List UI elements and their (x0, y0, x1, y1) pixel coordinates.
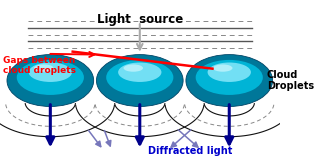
Ellipse shape (96, 55, 183, 107)
Ellipse shape (186, 55, 272, 107)
Text: Light  source: Light source (97, 13, 183, 26)
Ellipse shape (7, 55, 94, 107)
Ellipse shape (123, 64, 143, 72)
Text: Diffracted light: Diffracted light (148, 146, 232, 156)
Text: Cloud
Droplets: Cloud Droplets (267, 70, 314, 91)
Ellipse shape (213, 64, 232, 72)
Ellipse shape (118, 62, 162, 82)
Ellipse shape (17, 60, 84, 95)
Ellipse shape (196, 60, 263, 95)
Ellipse shape (29, 62, 72, 82)
Ellipse shape (208, 62, 251, 82)
Ellipse shape (34, 64, 54, 72)
Ellipse shape (106, 60, 173, 95)
Text: Gaps between
cloud droplets: Gaps between cloud droplets (3, 56, 76, 75)
